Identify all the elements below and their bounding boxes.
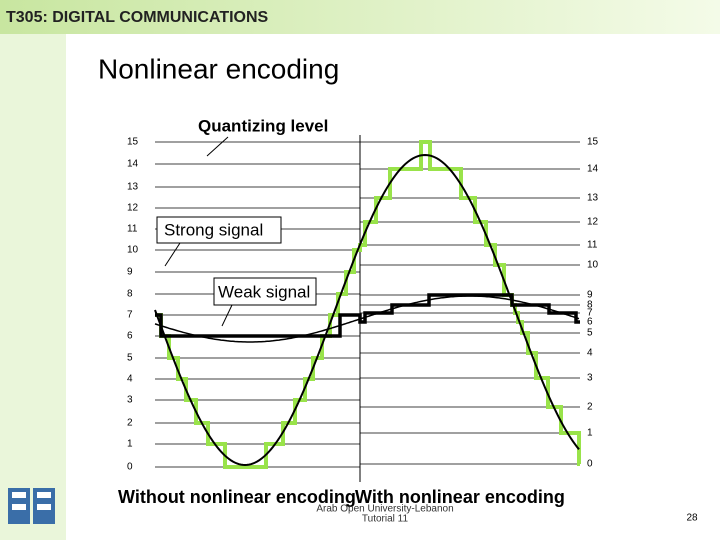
slide-title: Nonlinear encoding [98,53,339,84]
callout-line [206,136,229,157]
level-label: 6 [127,331,133,342]
level-label: 13 [587,193,599,204]
waves [154,140,581,469]
callout-box [156,216,282,244]
level-label: 7 [127,310,133,321]
callout-line [221,304,233,327]
level-label: 13 [127,182,139,193]
level-label: 12 [587,217,599,228]
level-label: 10 [587,260,599,271]
level-label: 0 [127,462,133,473]
logo [8,488,55,524]
level-label: 9 [127,267,133,278]
level-label: 8 [127,289,133,300]
level-label: 1 [127,439,133,450]
header-title: T305: DIGITAL COMMUNICATIONS [6,9,269,26]
level-label: 5 [587,328,593,339]
level-label: 9 [587,290,593,301]
level-label: 2 [127,418,133,429]
level-label: 14 [127,159,139,170]
level-label: 0 [587,459,593,470]
header-bar [0,0,720,34]
caption-right: With nonlinear encoding [355,487,565,507]
callout-weak: Weak signal [218,282,310,301]
level-label: 1 [587,428,593,439]
callout-quantizing: Quantizing level [198,116,328,135]
weak-signal [154,295,580,343]
level-label: 4 [127,374,133,385]
level-label: 15 [127,137,139,148]
level-label: 12 [127,203,139,214]
callout-strong: Strong signal [164,220,263,239]
level-label: 11 [127,224,138,235]
level-label: 3 [587,373,593,384]
level-label: 15 [587,137,599,148]
caption-left: Without nonlinear encoding [118,487,356,507]
side-strip [0,34,66,540]
level-label: 3 [127,395,133,406]
level-label: 7 [587,308,593,319]
level-label: 6 [587,317,593,328]
level-label: 11 [587,240,598,251]
level-label: 14 [587,164,599,175]
callout-box [213,277,317,306]
level-label: 10 [127,245,139,256]
strong-signal [154,153,580,467]
page-number: 28 [686,513,698,524]
level-labels: 1514131211109876543210151413121110987654… [127,137,599,473]
footer-course: Tutorial 11 [362,514,409,525]
level-label: 8 [587,300,593,311]
footer-org: Arab Open University-Lebanon [316,504,453,515]
level-label: 4 [587,348,593,359]
callout-line [164,242,181,267]
level-label: 5 [127,353,133,364]
level-label: 2 [587,402,593,413]
